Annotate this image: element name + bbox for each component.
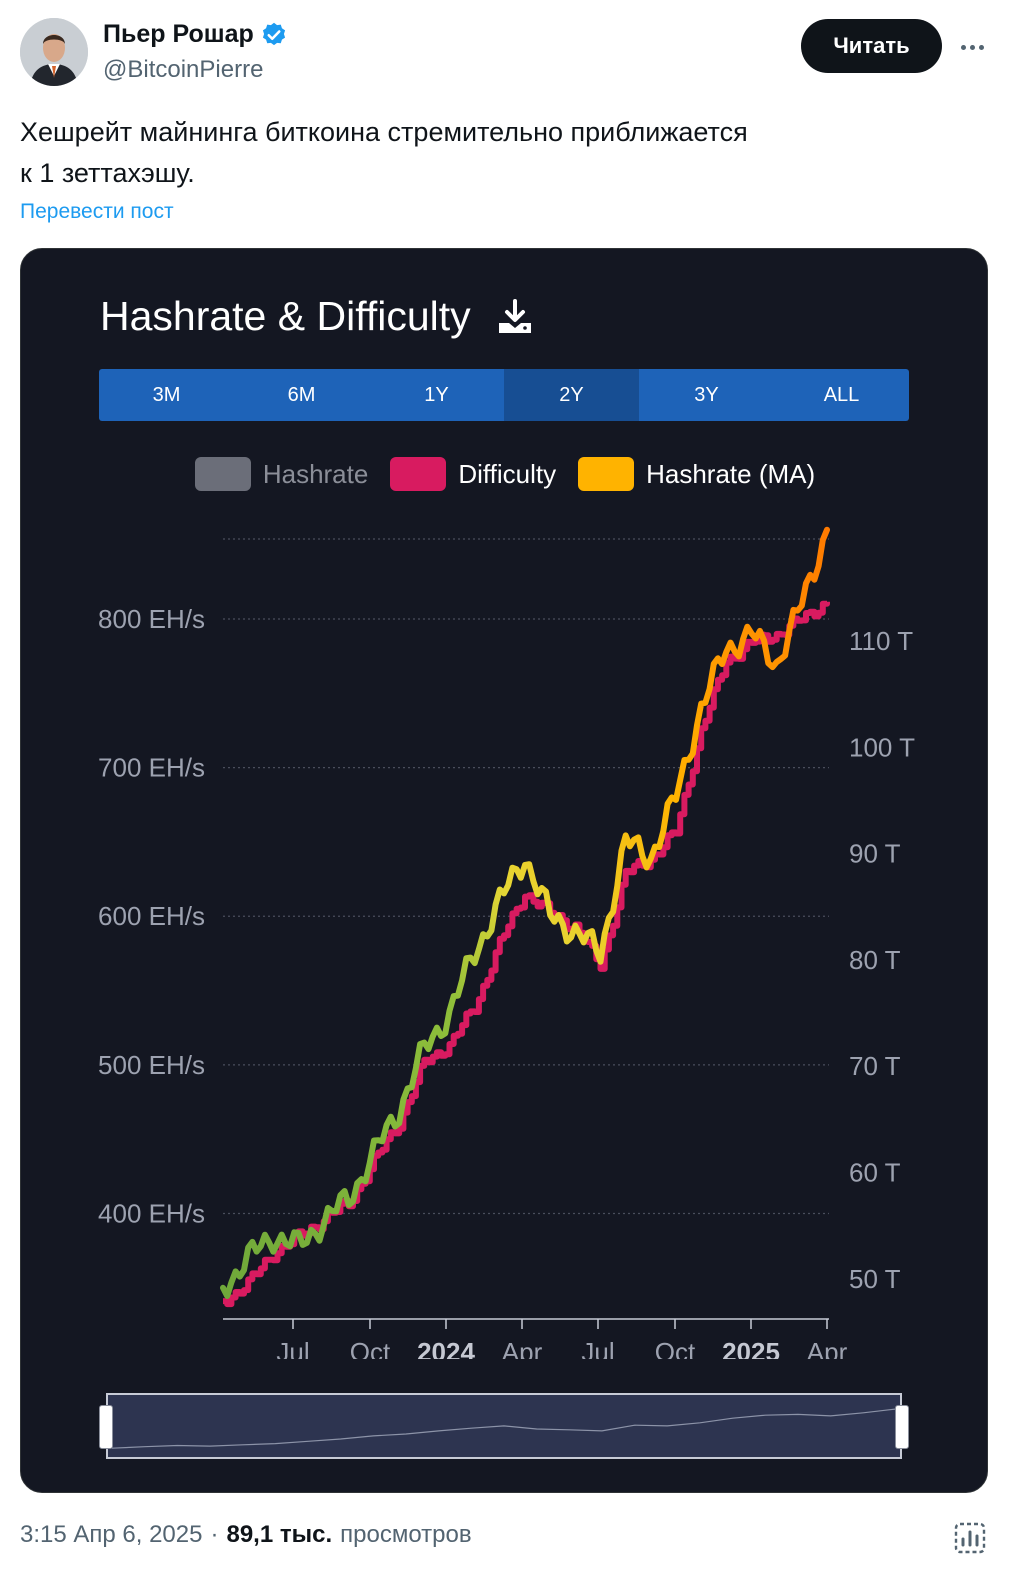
legend-item-difficulty[interactable]: Difficulty [390, 457, 556, 491]
navigator-preview-line [111, 1408, 897, 1449]
dot [969, 44, 975, 50]
views-count: 89,1 тыс. [226, 1521, 333, 1548]
author-name-row: Пьер Рошар [103, 20, 288, 49]
tweet-media-chart[interactable]: Hashrate & Difficulty 3M 6M 1Y 2Y 3Y ALL… [20, 248, 988, 1493]
verified-badge-icon [262, 22, 285, 45]
views-label: просмотров [340, 1521, 472, 1548]
y-left-tick-label: 400 EH/s [98, 1198, 205, 1228]
chart-title-row: Hashrate & Difficulty [100, 293, 535, 340]
y-right-tick-label: 110 T [849, 626, 913, 656]
x-tick-label: 2025 [722, 1337, 780, 1359]
x-tick-label: Jul [276, 1337, 309, 1359]
chart-title: Hashrate & Difficulty [100, 293, 471, 339]
y-right-tick-label: 100 T [849, 732, 915, 762]
navigator-right-handle[interactable] [895, 1405, 909, 1449]
separator: · [210, 1521, 219, 1548]
x-tick-label: Oct [350, 1337, 391, 1359]
tab-2y[interactable]: 2Y [504, 369, 639, 421]
download-icon[interactable] [495, 297, 535, 337]
tab-1y[interactable]: 1Y [424, 383, 449, 406]
x-tick-label: 2024 [417, 1337, 475, 1359]
y-right-tick-label: 90 T [849, 839, 901, 869]
y-right-tick-label: 60 T [849, 1158, 901, 1188]
dot [978, 44, 984, 50]
author-handle[interactable]: @BitcoinPierre [103, 56, 264, 83]
tab-all[interactable]: ALL [823, 383, 860, 406]
y-left-tick-label: 500 EH/s [98, 1050, 205, 1080]
x-tick-label: Oct [655, 1337, 696, 1359]
tweet-text-line-2: к 1 зеттахэшу. [20, 158, 195, 188]
legend-swatch-hashrate [194, 457, 251, 491]
series-hashrate-ma-line [220, 526, 830, 1299]
navigator-left-handle[interactable] [99, 1405, 113, 1449]
grid-lines [223, 538, 829, 1215]
legend-item-hashrate-ma[interactable]: Hashrate (MA) [578, 457, 815, 491]
chart-legend: Hashrate Difficulty Hashrate (MA) [21, 457, 987, 491]
avatar[interactable] [20, 18, 88, 86]
timestamp[interactable]: 3:15 Апр 6, 2025 [20, 1521, 203, 1548]
y-left-tick-label: 600 EH/s [98, 901, 205, 931]
x-tick-label: Jul [581, 1337, 614, 1359]
chart-plot[interactable]: 800 EH/s 700 EH/s 600 EH/s 500 EH/s 400 EH/s… [21, 519, 988, 1359]
y-axis-right: 110 T 100 T 90 T 80 T 70 T 60 T 50 T [849, 626, 915, 1294]
y-axis-left: 800 EH/s 700 EH/s 600 EH/s 500 EH/s 400 EH/s [98, 604, 205, 1228]
series-difficulty-line [223, 600, 830, 1308]
chart-navigator[interactable] [99, 1393, 909, 1459]
follow-button[interactable]: Читать [801, 19, 942, 73]
tweet-text: Хешрейт майнинга биткоина стремительно п… [20, 112, 900, 194]
y-left-tick-label: 700 EH/s [98, 753, 205, 783]
legend-swatch-difficulty [390, 457, 447, 491]
translate-post-link[interactable]: Перевести пост [20, 200, 174, 223]
tab-6m[interactable]: 6M [287, 383, 316, 406]
y-left-tick-label: 800 EH/s [98, 604, 205, 634]
tab-3y[interactable]: 3Y [694, 383, 719, 406]
tweet-text-line-1: Хешрейт майнинга биткоина стремительно п… [20, 117, 748, 147]
legend-label-difficulty: Difficulty [458, 458, 557, 489]
range-tabs: 3M 6M 1Y 2Y 3Y ALL [99, 369, 909, 421]
legend-label-hashrate: Hashrate [262, 458, 369, 489]
view-stats-icon[interactable] [952, 1520, 988, 1556]
y-right-tick-label: 70 T [849, 1051, 901, 1081]
legend-swatch-hashrate-ma [578, 457, 635, 491]
y-right-tick-label: 50 T [849, 1264, 901, 1294]
tab-3m[interactable]: 3M [152, 383, 181, 406]
x-tick-label: Apr [502, 1337, 543, 1359]
x-axis: Jul Oct 2024 Apr Jul Oct 2025 Apr [223, 1318, 848, 1359]
legend-label-hashrate-ma: Hashrate (MA) [646, 458, 816, 489]
author-name[interactable]: Пьер Рошар [103, 20, 254, 48]
y-right-tick-label: 80 T [849, 945, 901, 975]
series-layer [220, 526, 830, 1308]
more-options-icon[interactable] [953, 32, 991, 62]
avatar-photo [20, 18, 88, 86]
legend-item-hashrate[interactable]: Hashrate [194, 457, 369, 491]
tweet-footer: 3:15 Апр 6, 2025 · 89,1 тыс. просмотров [20, 1521, 472, 1549]
x-tick-label: Apr [807, 1337, 848, 1359]
dot [960, 44, 966, 50]
